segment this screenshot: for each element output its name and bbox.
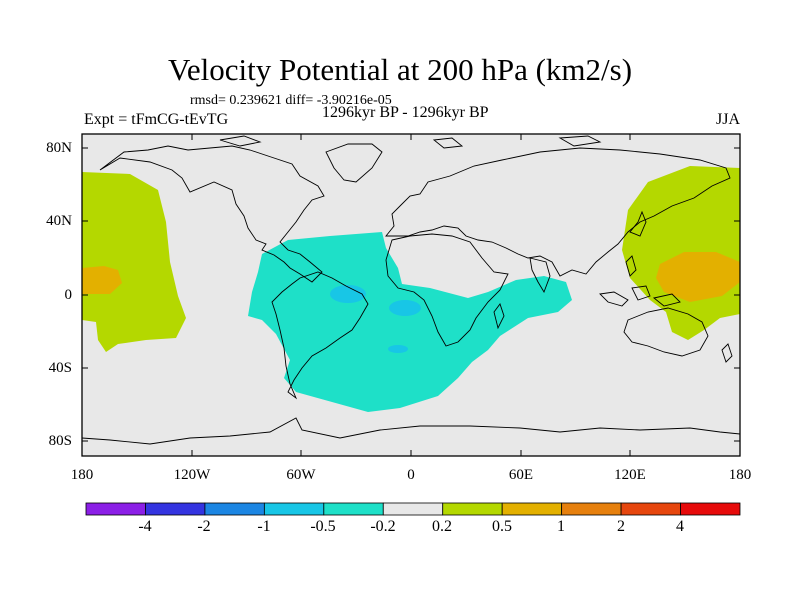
coastline-greenland: [325, 143, 383, 183]
colorbar-box-6: [442, 502, 503, 516]
coastline-indonesia: [599, 285, 681, 307]
coastline-antarctica: [82, 417, 740, 445]
contour-fill-layer: [82, 166, 740, 412]
colorbar-box-7: [501, 502, 563, 516]
colorbar-label-4: 4: [676, 518, 684, 535]
positive-core-east-pacific: [656, 252, 740, 302]
colorbar-label-1: 1: [557, 518, 565, 535]
colorbar-box-10: [680, 502, 741, 516]
coastline-india: [529, 257, 551, 294]
colorbar-label-2: 2: [617, 518, 625, 535]
coastline-new-zealand: [721, 343, 733, 363]
colorbar-box-9: [620, 502, 681, 516]
positive-core-west-pacific: [82, 266, 122, 294]
period-label: 1296kyr BP - 1296kyr BP: [322, 104, 489, 121]
coastline-eurasia: [385, 147, 731, 277]
plot-title: Velocity Potential at 200 hPa (km2/s): [167, 52, 633, 87]
colorbar-box-1: [145, 502, 206, 516]
colorbar-box-0: [85, 502, 146, 516]
colorbar-box-2: [204, 502, 265, 516]
lon-label-60e: 60E: [508, 467, 534, 483]
lat-label-40n: 40N: [46, 213, 72, 229]
coastline-africa: [385, 233, 509, 347]
lon-label-180e: 180: [728, 467, 752, 483]
lon-label-60w: 60W: [286, 467, 316, 483]
negative-core-southern-atlantic: [388, 345, 408, 353]
coastline-japan: [625, 210, 647, 277]
lat-label-80s: 80S: [48, 433, 72, 449]
negative-core-south-atlantic: [389, 300, 421, 316]
lon-label-120e: 120E: [614, 467, 646, 483]
colorbar-label-0-5: 0.5: [492, 518, 512, 535]
axis-ticks: [81, 134, 741, 456]
colorbar-label-minus1: -1: [257, 518, 271, 535]
lat-label-equator: 0: [64, 287, 73, 303]
rmsd-diff-stats: rmsd= 0.239621 diff= -3.90216e-05: [190, 93, 392, 108]
lon-label-120w: 120W: [173, 467, 211, 483]
coastlines: [82, 135, 740, 445]
season-label: JJA: [716, 111, 741, 128]
colorbar-box-4: [323, 502, 384, 516]
lat-label-40s: 40S: [48, 360, 72, 376]
colorbar-box-3: [263, 502, 325, 516]
positive-anomaly-west-pacific: [82, 172, 186, 352]
colorbar-label-minus4: -4: [138, 518, 152, 535]
lon-label-0: 0: [407, 467, 415, 483]
colorbar-label-0-2: 0.2: [432, 518, 452, 535]
colorbar: [85, 502, 741, 516]
colorbar-label-minus2: -2: [197, 518, 211, 535]
lon-label-180w: 180: [70, 467, 94, 483]
coastline-australia: [623, 307, 709, 357]
colorbar-label-minus0-5: -0.5: [310, 518, 336, 535]
negative-core-south-america: [330, 285, 366, 303]
colorbar-box-5: [382, 502, 444, 516]
coastline-south-america: [271, 271, 369, 400]
colorbar-box-8: [561, 502, 622, 516]
lat-label-80n: 80N: [46, 140, 72, 156]
coastline-arctic-islands: [219, 135, 602, 149]
coastline-madagascar: [493, 303, 505, 330]
colorbar-label-minus0-2: -0.2: [370, 518, 396, 535]
coastline-north-america: [99, 145, 325, 283]
experiment-label: Expt = tFmCG-tEvTG: [84, 111, 229, 128]
